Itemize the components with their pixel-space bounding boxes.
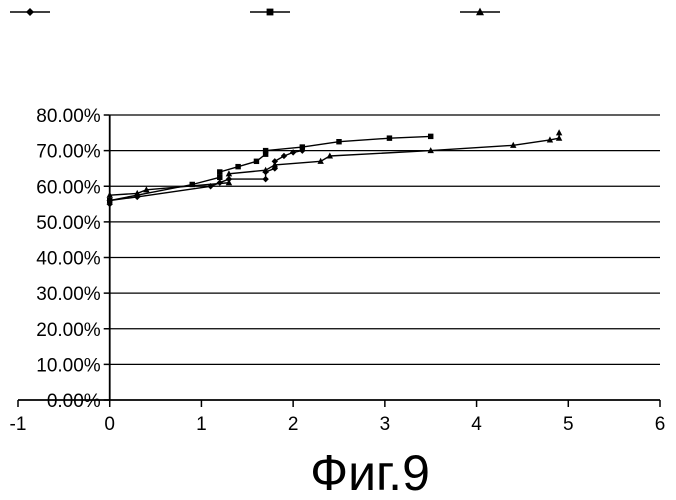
x-tick-label: 6 xyxy=(655,414,666,435)
y-tick-label: 80.00% xyxy=(36,106,101,127)
legend-item-square xyxy=(250,9,290,16)
figure-caption: Фиг.9 xyxy=(310,445,430,500)
legend-marker-diamond xyxy=(26,8,34,16)
point-square xyxy=(107,198,112,203)
point-square xyxy=(217,175,222,180)
point-square xyxy=(336,139,341,144)
point-square xyxy=(235,164,240,169)
x-tick-label: 1 xyxy=(196,414,207,435)
series-line-square xyxy=(110,136,431,200)
point-square xyxy=(300,144,305,149)
series-layer xyxy=(107,129,563,207)
point-square xyxy=(387,135,392,140)
point-square xyxy=(254,159,259,164)
x-tick-label: 4 xyxy=(471,414,482,435)
y-tick-label: 10.00% xyxy=(36,355,101,376)
point-triangle xyxy=(556,135,562,141)
y-tick-label: 50.00% xyxy=(36,213,101,234)
x-tick-label: 5 xyxy=(563,414,574,435)
x-tick-label: 3 xyxy=(380,414,391,435)
y-tick-label: 30.00% xyxy=(36,284,101,305)
legend-item-triangle xyxy=(460,8,500,16)
legend-marker-square xyxy=(267,9,274,16)
y-tick-label: 20.00% xyxy=(36,320,101,341)
point-diamond xyxy=(262,176,268,182)
point-square xyxy=(428,134,433,139)
y-tick-label: 0.00% xyxy=(47,391,101,412)
series-square xyxy=(107,134,433,204)
point-square xyxy=(217,169,222,174)
y-tick-label: 60.00% xyxy=(36,177,101,198)
series-diamond xyxy=(107,147,306,207)
point-triangle xyxy=(556,129,562,135)
series-triangle xyxy=(107,129,563,197)
y-tick-label: 40.00% xyxy=(36,249,101,270)
point-square xyxy=(263,148,268,153)
y-tick-label: 70.00% xyxy=(36,142,101,163)
x-tick-label: 2 xyxy=(288,414,299,435)
point-diamond xyxy=(281,153,287,159)
legend xyxy=(10,8,500,16)
x-tick-label: -1 xyxy=(10,414,27,435)
legend-item-diamond xyxy=(10,8,50,16)
x-tick-label: 0 xyxy=(104,414,115,435)
